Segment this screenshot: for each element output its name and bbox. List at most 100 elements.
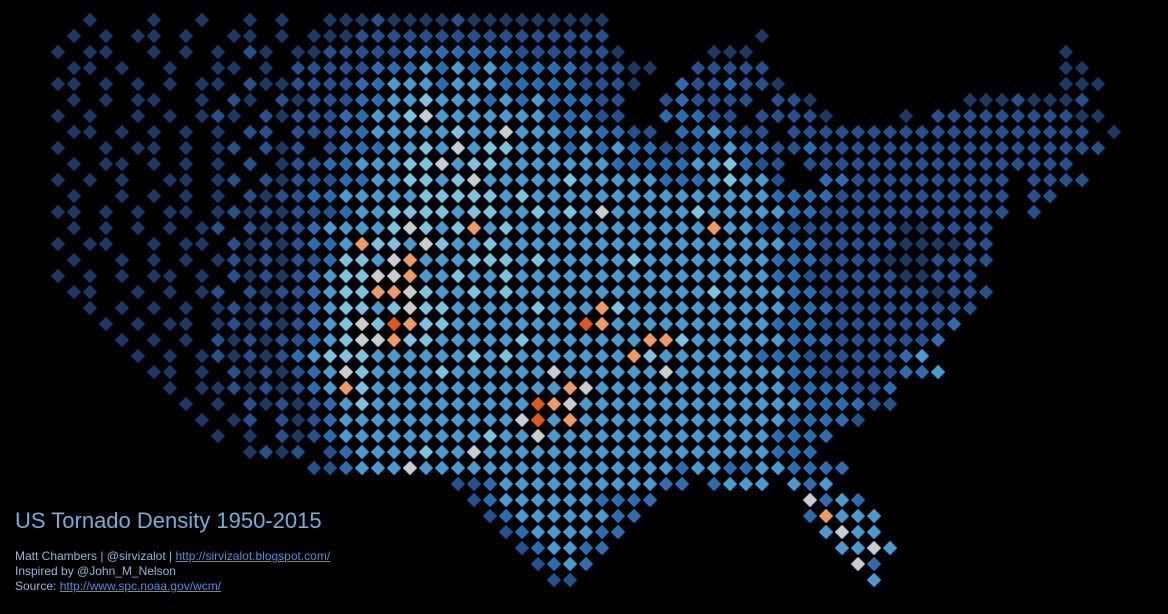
density-cell bbox=[594, 380, 610, 396]
density-cell bbox=[866, 124, 882, 140]
density-cell bbox=[818, 332, 834, 348]
density-cell bbox=[562, 28, 578, 44]
density-cell bbox=[674, 268, 690, 284]
density-cell bbox=[610, 316, 626, 332]
credit-link[interactable]: http://www.spc.noaa.gov/wcm/ bbox=[59, 579, 222, 593]
density-cell bbox=[642, 284, 658, 300]
density-cell bbox=[594, 92, 610, 108]
density-cell bbox=[386, 364, 402, 380]
density-cell bbox=[770, 172, 786, 188]
density-cell bbox=[146, 44, 162, 60]
density-cell bbox=[786, 284, 802, 300]
density-cell bbox=[306, 252, 322, 268]
density-cell bbox=[770, 284, 786, 300]
density-cell bbox=[866, 364, 882, 380]
density-cell bbox=[770, 76, 786, 92]
density-cell bbox=[50, 236, 66, 252]
density-cell bbox=[930, 220, 946, 236]
density-cell bbox=[754, 188, 770, 204]
density-cell bbox=[498, 268, 514, 284]
density-cell bbox=[402, 332, 418, 348]
density-cell bbox=[258, 444, 274, 460]
density-cell bbox=[274, 380, 290, 396]
density-cell bbox=[626, 476, 642, 492]
density-cell bbox=[466, 172, 482, 188]
density-cell bbox=[562, 188, 578, 204]
density-cell bbox=[546, 460, 562, 476]
density-cell bbox=[386, 204, 402, 220]
density-cell bbox=[306, 284, 322, 300]
density-cell bbox=[370, 396, 386, 412]
density-cell bbox=[370, 12, 386, 28]
density-cell bbox=[690, 364, 706, 380]
density-cell bbox=[946, 124, 962, 140]
density-cell bbox=[514, 268, 530, 284]
density-cell bbox=[930, 268, 946, 284]
density-cell bbox=[594, 220, 610, 236]
density-cell bbox=[898, 364, 914, 380]
density-cell bbox=[866, 508, 882, 524]
density-cell bbox=[306, 220, 322, 236]
density-cell bbox=[658, 428, 674, 444]
density-cell bbox=[434, 12, 450, 28]
density-cell bbox=[546, 140, 562, 156]
density-cell bbox=[450, 204, 466, 220]
density-cell bbox=[802, 412, 818, 428]
density-cell bbox=[434, 268, 450, 284]
density-cell bbox=[354, 140, 370, 156]
density-cell bbox=[370, 140, 386, 156]
density-cell bbox=[690, 316, 706, 332]
density-cell bbox=[834, 460, 850, 476]
density-cell bbox=[530, 428, 546, 444]
density-cell bbox=[546, 188, 562, 204]
density-cell bbox=[994, 172, 1010, 188]
density-cell bbox=[226, 380, 242, 396]
density-cell bbox=[450, 236, 466, 252]
density-cell bbox=[434, 316, 450, 332]
density-cell bbox=[626, 236, 642, 252]
density-cell bbox=[786, 140, 802, 156]
density-cell bbox=[562, 76, 578, 92]
density-cell bbox=[418, 380, 434, 396]
credit-line: Matt Chambers | @sirvizalot | http://sir… bbox=[15, 549, 330, 564]
density-cell bbox=[290, 156, 306, 172]
density-cell bbox=[946, 268, 962, 284]
density-cell bbox=[370, 44, 386, 60]
density-cell bbox=[530, 92, 546, 108]
density-cell bbox=[786, 364, 802, 380]
density-cell bbox=[450, 124, 466, 140]
density-cell bbox=[610, 428, 626, 444]
density-cell bbox=[450, 156, 466, 172]
density-cell bbox=[226, 300, 242, 316]
density-cell bbox=[322, 220, 338, 236]
density-cell bbox=[386, 172, 402, 188]
density-cell bbox=[578, 524, 594, 540]
density-cell bbox=[834, 364, 850, 380]
density-cell bbox=[914, 268, 930, 284]
density-cell bbox=[530, 300, 546, 316]
density-cell bbox=[226, 332, 242, 348]
density-cell bbox=[738, 92, 754, 108]
density-cell bbox=[834, 268, 850, 284]
density-cell bbox=[818, 108, 834, 124]
density-cell bbox=[706, 364, 722, 380]
density-cell bbox=[562, 124, 578, 140]
density-cell bbox=[306, 172, 322, 188]
density-cell bbox=[178, 124, 194, 140]
density-cell bbox=[1010, 108, 1026, 124]
density-cell bbox=[818, 268, 834, 284]
density-cell bbox=[578, 236, 594, 252]
density-cell bbox=[786, 236, 802, 252]
density-cell bbox=[882, 236, 898, 252]
density-cell bbox=[754, 396, 770, 412]
density-cell bbox=[786, 428, 802, 444]
density-cell bbox=[866, 380, 882, 396]
credit-link[interactable]: http://sirvizalot.blogspot.com/ bbox=[175, 549, 331, 563]
density-cell bbox=[594, 76, 610, 92]
density-cell bbox=[930, 316, 946, 332]
density-cell bbox=[754, 76, 770, 92]
density-cell bbox=[546, 28, 562, 44]
density-cell bbox=[338, 252, 354, 268]
density-cell bbox=[626, 364, 642, 380]
density-cell bbox=[882, 284, 898, 300]
